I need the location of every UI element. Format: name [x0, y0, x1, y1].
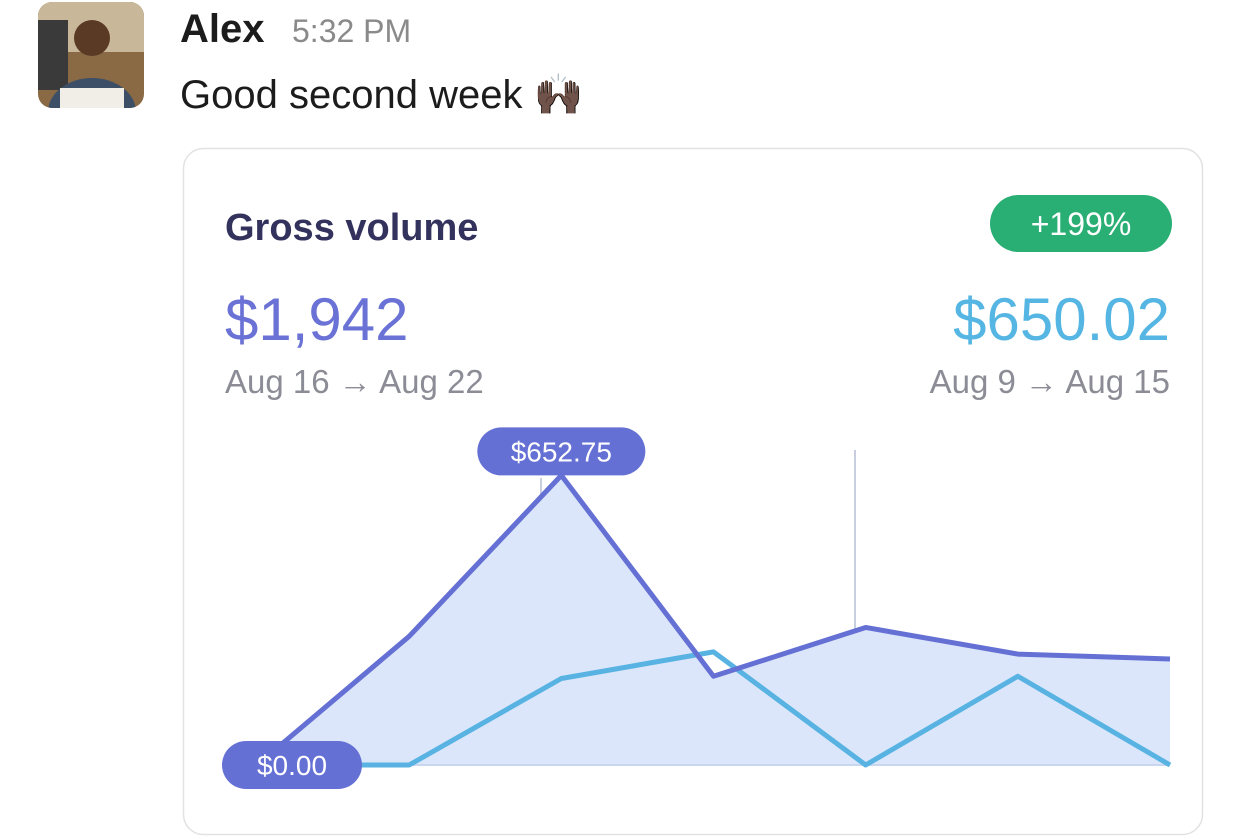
badge-text: +199%	[1031, 206, 1132, 242]
plot: $0.00 $652.75	[222, 427, 1172, 789]
previous-range: Aug 9 → Aug 15	[930, 363, 1170, 400]
author[interactable]: Alex	[180, 7, 265, 51]
line	[257, 649, 1172, 768]
badge	[990, 195, 1172, 252]
value-pill: $0.00	[222, 741, 362, 789]
previous-total: $650.02	[953, 286, 1170, 353]
avatar[interactable]	[38, 2, 144, 146]
card-title: Gross volume	[225, 207, 478, 249]
message-text: Good second week 🙌🏿	[180, 73, 583, 117]
pill	[222, 741, 362, 789]
value-label: $0.00	[257, 750, 327, 781]
current-total: $1,942	[225, 286, 409, 353]
current-range: Aug 16 → Aug 22	[225, 363, 484, 400]
value-pill: $652.75	[477, 427, 646, 476]
pill	[477, 427, 646, 476]
timestamp[interactable]: 5:32 PM	[292, 13, 411, 49]
line	[255, 472, 1171, 767]
value-label: $652.75	[511, 436, 612, 467]
area	[257, 475, 1170, 765]
